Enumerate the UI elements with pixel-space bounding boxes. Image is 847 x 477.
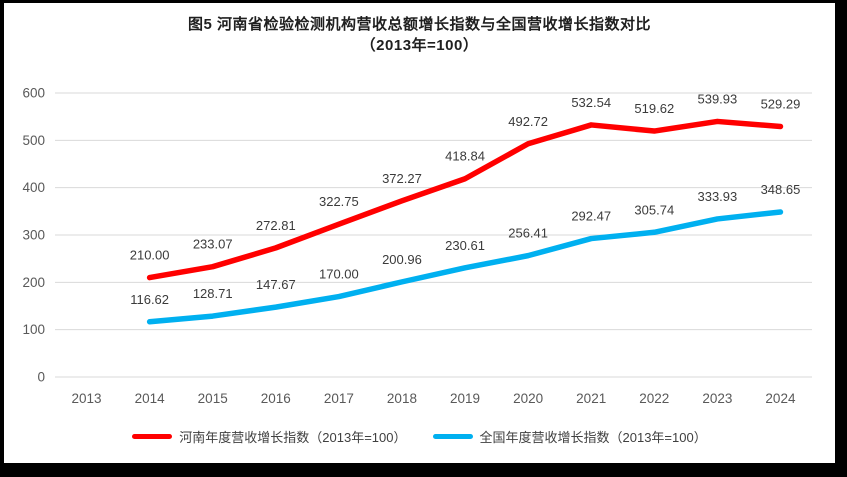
y-tick-label: 100	[22, 322, 45, 337]
data-label: 116.62	[130, 292, 169, 307]
y-tick-label: 600	[22, 86, 45, 101]
series-line-0	[146, 118, 784, 281]
data-label: 539.93	[697, 91, 737, 106]
x-tick-label: 2024	[765, 391, 796, 406]
data-label: 272.81	[256, 218, 296, 233]
series-line-1	[146, 209, 784, 325]
data-label: 292.47	[571, 209, 611, 224]
data-label: 210.00	[130, 248, 170, 263]
data-label: 532.54	[571, 95, 611, 110]
chart-title-line1: 图5 河南省检验检测机构营收总额增长指数与全国营收增长指数对比	[187, 16, 651, 33]
legend-line-national-icon	[432, 434, 473, 439]
chart-title: 图5 河南省检验检测机构营收总额增长指数与全国营收增长指数对比 （2013年=1…	[4, 14, 835, 56]
data-label: 333.93	[697, 189, 737, 204]
x-tick-label: 2014	[135, 391, 166, 406]
data-label: 529.29	[761, 96, 801, 111]
x-tick-label: 2019	[450, 391, 480, 406]
legend-line-henan-icon	[132, 434, 173, 439]
y-tick-label: 300	[22, 228, 45, 243]
data-label: 348.65	[761, 182, 801, 197]
data-label: 128.71	[193, 286, 233, 301]
data-label: 418.84	[445, 149, 485, 164]
data-label: 305.74	[634, 202, 674, 217]
data-label: 147.67	[256, 277, 296, 292]
data-label: 230.61	[445, 238, 485, 253]
x-tick-label: 2020	[513, 391, 543, 406]
data-label: 519.62	[634, 101, 674, 116]
legend-item-henan: 河南年度营收增长指数（2013年=100）	[132, 427, 407, 446]
legend-label-national: 全国年度营收增长指数（2013年=100）	[479, 430, 707, 445]
x-tick-label: 2017	[324, 391, 354, 406]
data-label: 170.00	[319, 267, 359, 282]
x-tick-label: 2022	[639, 391, 669, 406]
x-tick-label: 2021	[576, 391, 606, 406]
y-tick-label: 200	[22, 275, 45, 290]
x-tick-label: 2018	[387, 391, 417, 406]
data-label: 233.07	[193, 237, 233, 252]
y-tick-label: 500	[22, 133, 45, 148]
legend-item-national: 全国年度营收增长指数（2013年=100）	[432, 427, 707, 446]
plot-area: 0 100 200 300 400 500 600 2013 2014 2015 2016 2017 2…	[22, 86, 812, 406]
legend: 河南年度营收增长指数（2013年=100） 全国年度营收增长指数（2013年=1…	[4, 427, 835, 446]
data-label: 372.27	[382, 171, 422, 186]
x-tick-label: 2023	[702, 391, 732, 406]
x-tick-label: 2016	[261, 391, 291, 406]
x-tick-label: 2015	[198, 391, 228, 406]
chart-title-line2: （2013年=100）	[360, 37, 479, 54]
legend-label-henan: 河南年度营收增长指数（2013年=100）	[179, 430, 407, 445]
data-label: 492.72	[508, 114, 548, 129]
y-tick-label: 400	[22, 180, 45, 195]
data-label: 200.96	[382, 252, 422, 267]
data-label: 322.75	[319, 194, 359, 209]
y-tick-label: 0	[37, 370, 45, 385]
data-label: 256.41	[508, 226, 548, 241]
x-tick-label: 2013	[72, 391, 102, 406]
